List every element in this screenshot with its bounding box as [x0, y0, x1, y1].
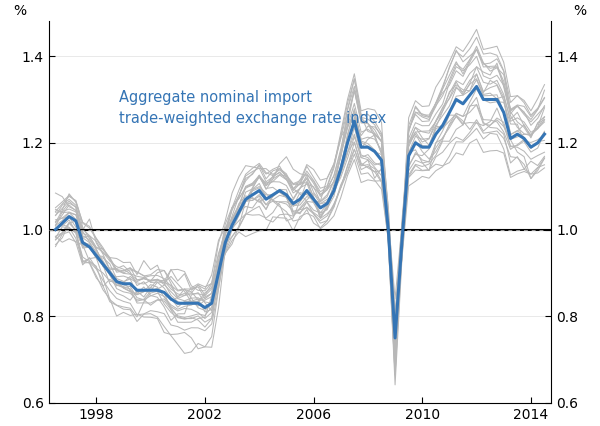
Text: Aggregate nominal import
trade-weighted exchange rate index: Aggregate nominal import trade-weighted …: [119, 90, 386, 126]
Text: %: %: [14, 4, 26, 17]
Text: %: %: [574, 4, 586, 17]
